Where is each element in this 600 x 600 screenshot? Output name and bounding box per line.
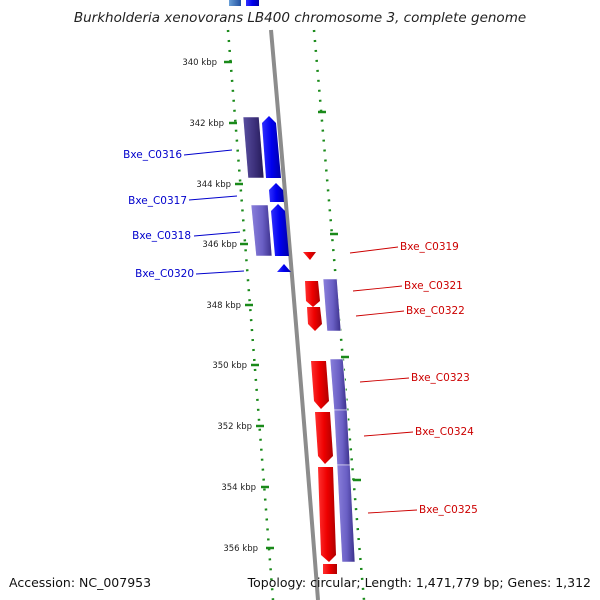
gene-arrow-bxe-c0319	[303, 252, 316, 260]
gene-label-bxe-c0324[interactable]: Bxe_C0324	[415, 426, 474, 438]
cog-block	[250, 204, 273, 257]
tick-label: 356 kbp	[223, 544, 258, 554]
cog-block	[333, 409, 351, 466]
accession-text: Accession: NC_007953	[9, 575, 152, 590]
gene-label-bxe-c0318[interactable]: Bxe_C0318	[132, 230, 191, 242]
cog-block	[322, 278, 342, 332]
gene-arrow-partial	[323, 564, 337, 574]
gene-arrow-bxe-c0321	[305, 281, 320, 307]
gene-label-bxe-c0321[interactable]: Bxe_C0321	[404, 280, 463, 292]
tick-label: 350 kbp	[212, 361, 247, 371]
cog-block	[336, 464, 356, 563]
gene-arrow-bxe-c0324	[315, 412, 333, 464]
tick-label: 354 kbp	[221, 483, 256, 493]
gene-arrow-bxe-c0320	[277, 264, 291, 272]
forward-genes	[262, 116, 291, 272]
tick-label: 344 kbp	[196, 180, 231, 190]
tick-labels: 340 kbp 342 kbp 344 kbp 346 kbp 348 kbp …	[182, 58, 258, 554]
gene-arrow-bxe-c0316	[262, 116, 281, 178]
tick-label: 342 kbp	[189, 119, 224, 129]
genome-backbone	[269, 29, 320, 600]
gene-arrow-bxe-c0317	[269, 183, 284, 202]
gene-label-bxe-c0320[interactable]: Bxe_C0320	[135, 268, 194, 280]
gene-arrow-bxe-c0318	[271, 204, 289, 256]
gene-labels: Bxe_C0316 Bxe_C0317 Bxe_C0318 Bxe_C0320 …	[123, 149, 478, 516]
label-leaders	[183, 149, 418, 514]
tick-label: 340 kbp	[182, 58, 217, 68]
gene-label-bxe-c0319[interactable]: Bxe_C0319	[400, 241, 459, 253]
map-title: Burkholderia xenovorans LB400 chromosome…	[73, 10, 527, 26]
tick-label: 348 kbp	[206, 301, 241, 311]
gene-label-bxe-c0322[interactable]: Bxe_C0322	[406, 305, 465, 317]
gene-label-bxe-c0323[interactable]: Bxe_C0323	[411, 372, 470, 384]
gene-arrow-bxe-c0323	[311, 361, 329, 409]
tick-label: 346 kbp	[202, 240, 237, 250]
top-partial-features	[229, 0, 259, 6]
tick-track-left	[226, 29, 275, 600]
cog-block	[329, 358, 348, 411]
gene-label-bxe-c0325[interactable]: Bxe_C0325	[419, 504, 478, 516]
genome-summary-text: Topology: circular; Length: 1,471,779 bp…	[247, 575, 591, 590]
tick-label: 352 kbp	[217, 422, 252, 432]
gene-label-bxe-c0317[interactable]: Bxe_C0317	[128, 195, 187, 207]
gene-label-bxe-c0316[interactable]: Bxe_C0316	[123, 149, 182, 161]
gene-arrow-bxe-c0322	[307, 307, 322, 331]
cog-block	[242, 116, 265, 179]
gene-arrow-bxe-c0325	[318, 467, 336, 562]
reverse-genes	[303, 252, 337, 574]
major-ticks	[224, 60, 361, 550]
cog-track	[242, 116, 356, 563]
